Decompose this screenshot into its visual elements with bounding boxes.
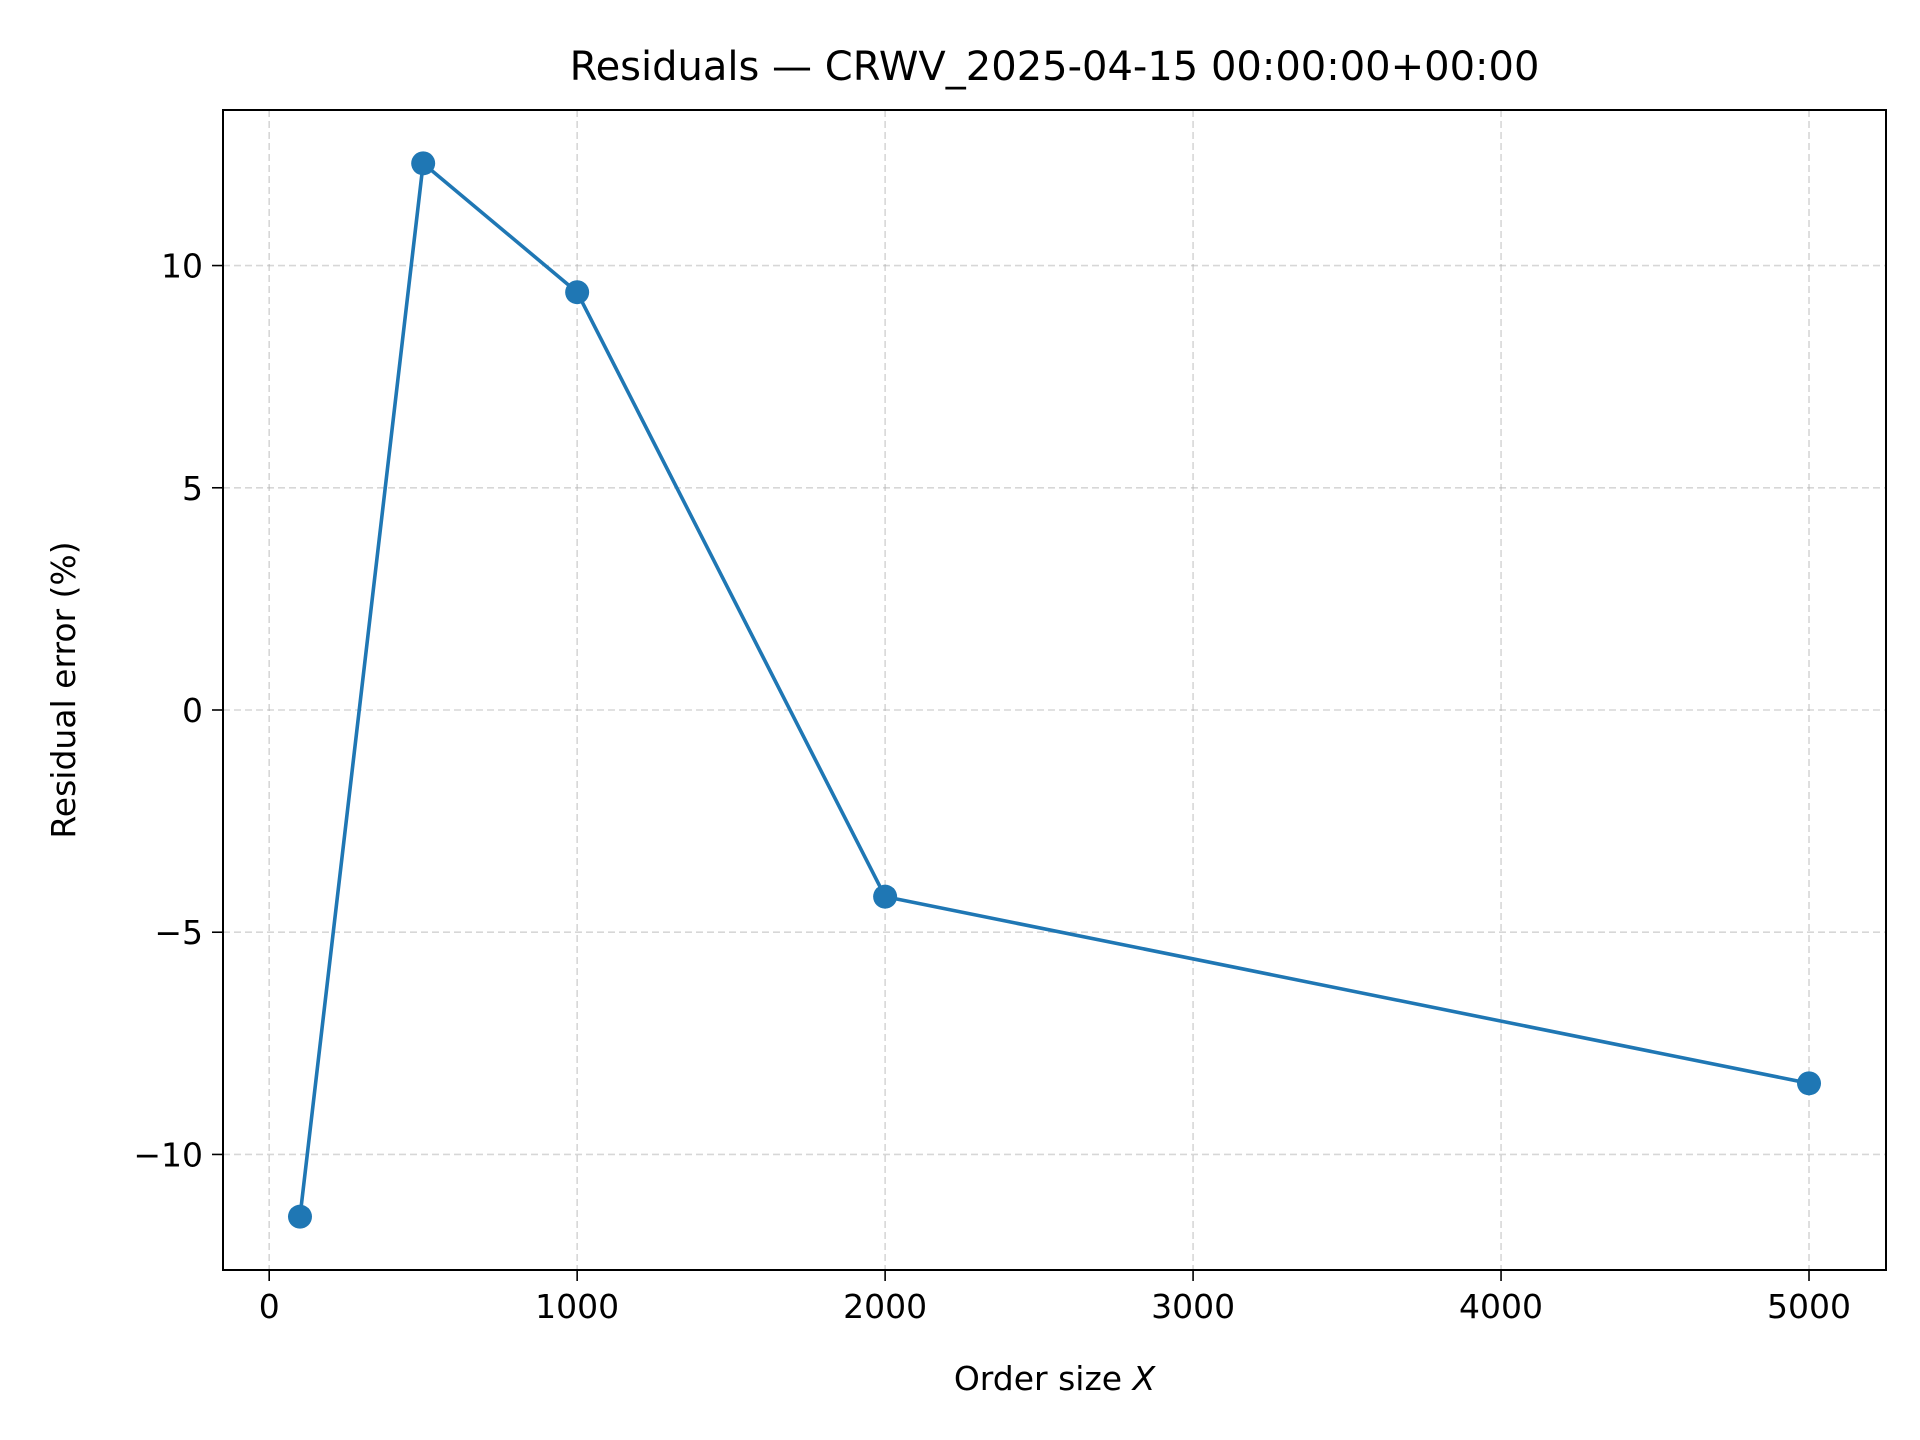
- x-axis-label-text: Order size: [954, 1359, 1133, 1398]
- data-point: [1797, 1071, 1822, 1096]
- y-axis-label: Residual error (%): [44, 541, 83, 838]
- x-tick-label: 0: [259, 1287, 280, 1326]
- series-layer: [287, 151, 1822, 1229]
- grid-layer: [223, 110, 1886, 1270]
- ticks-layer: 0 1000 2000 3000 4000 5000 −10 −5 0 5 10: [133, 247, 1851, 1326]
- x-tick-label: 5000: [1767, 1287, 1851, 1326]
- x-tick-label: 3000: [1151, 1287, 1235, 1326]
- x-axis-label-variable: X: [1131, 1359, 1157, 1398]
- data-point: [411, 151, 436, 176]
- data-point: [565, 280, 590, 305]
- x-tick-label: 2000: [843, 1287, 927, 1326]
- y-tick-label: −5: [154, 913, 203, 952]
- y-tick-label: −10: [133, 1135, 203, 1174]
- y-tick-label: 10: [161, 247, 203, 286]
- y-tick-label: 0: [182, 691, 203, 730]
- plot-frame: [222, 109, 1887, 1271]
- x-tick-label: 1000: [535, 1287, 619, 1326]
- data-point: [287, 1204, 312, 1229]
- y-tick-label: 5: [182, 469, 203, 508]
- x-tick-label: 4000: [1459, 1287, 1543, 1326]
- chart-title: Residuals — CRWV_2025-04-15 00:00:00+00:…: [570, 44, 1540, 90]
- series-line: [297, 161, 1812, 1219]
- x-axis-label: Order size X: [954, 1359, 1157, 1398]
- data-point: [873, 884, 898, 909]
